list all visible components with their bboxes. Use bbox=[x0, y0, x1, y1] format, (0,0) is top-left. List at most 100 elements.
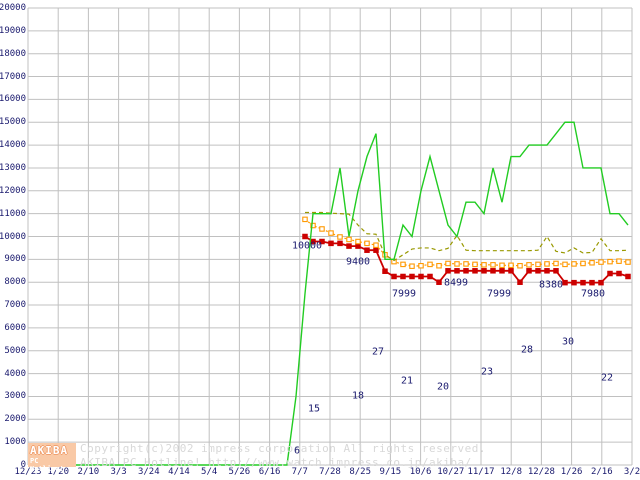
x-tick-label: 4/14 bbox=[168, 467, 190, 477]
akiba-logo: AKIBA PC Hotline! bbox=[28, 443, 76, 473]
marker-min-price bbox=[337, 240, 343, 247]
x-tick-label: 12/8 bbox=[500, 467, 523, 477]
x-tick-label: 5/26 bbox=[228, 467, 251, 477]
data-label-min-price: 7999 bbox=[486, 288, 512, 300]
marker-min-price bbox=[355, 243, 361, 249]
data-label-shop-count: 30 bbox=[561, 336, 575, 348]
y-tick-label: 16000 bbox=[0, 94, 26, 105]
x-tick-label: 3/3 bbox=[110, 467, 127, 477]
marker-avg-price bbox=[508, 262, 514, 269]
x-tick-label: 8/25 bbox=[349, 467, 372, 477]
data-label-shop-count: 15 bbox=[307, 403, 321, 415]
y-tick-label: 0 bbox=[20, 460, 26, 470]
data-label-min-price: 7980 bbox=[580, 288, 606, 300]
marker-avg-price bbox=[589, 260, 595, 266]
y-tick-label: 8000 bbox=[4, 277, 26, 288]
x-tick-label: 1/20 bbox=[47, 467, 70, 477]
marker-avg-price bbox=[418, 262, 424, 269]
x-tick-label: 3/24 bbox=[137, 467, 160, 477]
x-tick-label: 10/27 bbox=[437, 467, 465, 477]
marker-min-price bbox=[454, 268, 460, 274]
akiba-logo-title: AKIBA bbox=[30, 444, 69, 457]
x-tick-label: 10/6 bbox=[409, 467, 432, 477]
y-tick-label: 2000 bbox=[4, 414, 26, 425]
marker-avg-price bbox=[625, 259, 631, 265]
marker-min-price bbox=[319, 238, 325, 245]
marker-avg-price bbox=[571, 261, 577, 267]
y-tick-label: 13000 bbox=[0, 162, 26, 173]
marker-min-price bbox=[508, 268, 514, 274]
y-tick-label: 1000 bbox=[4, 437, 26, 448]
marker-avg-price bbox=[373, 242, 379, 248]
marker-avg-price bbox=[346, 236, 352, 243]
data-label-shop-count: 22 bbox=[600, 372, 614, 384]
marker-avg-price bbox=[310, 222, 316, 229]
marker-min-price bbox=[364, 247, 370, 253]
x-tick-label: 7/7 bbox=[291, 467, 308, 477]
marker-avg-price bbox=[616, 258, 622, 264]
marker-avg-price bbox=[337, 234, 343, 240]
marker-avg-price bbox=[436, 262, 442, 269]
data-label-shop-count: 21 bbox=[400, 375, 414, 387]
gridlines bbox=[27, 7, 633, 466]
x-tick-label: 12/23 bbox=[14, 467, 42, 477]
marker-avg-price bbox=[499, 262, 505, 269]
data-label-shop-count: 23 bbox=[480, 366, 494, 378]
marker-avg-price bbox=[328, 230, 334, 236]
marker-avg-price bbox=[427, 261, 433, 268]
marker-avg-price bbox=[481, 262, 487, 268]
marker-min-price bbox=[526, 268, 532, 274]
marker-avg-price bbox=[517, 262, 523, 269]
marker-min-price bbox=[589, 279, 595, 286]
data-label-shop-count: 6 bbox=[293, 445, 301, 457]
y-tick-label: 7000 bbox=[4, 300, 26, 311]
marker-avg-price bbox=[553, 260, 559, 267]
x-tick-label: 5/4 bbox=[201, 467, 218, 477]
marker-min-price bbox=[562, 279, 568, 286]
y-tick-label: 9000 bbox=[4, 254, 26, 265]
marker-min-price bbox=[616, 270, 622, 277]
marker-avg-price bbox=[463, 261, 469, 267]
y-tick-label: 5000 bbox=[4, 345, 26, 356]
series-max-price bbox=[305, 211, 629, 262]
marker-min-price bbox=[400, 273, 406, 280]
y-tick-label: 14000 bbox=[0, 140, 26, 151]
y-tick-label: 6000 bbox=[4, 322, 26, 333]
marker-min-price bbox=[302, 233, 308, 240]
marker-avg-price bbox=[319, 226, 325, 232]
data-label-min-price: 9400 bbox=[345, 256, 371, 268]
marker-avg-price bbox=[302, 216, 308, 223]
data-label-shop-count: 20 bbox=[436, 381, 450, 393]
akiba-logo-subtitle: PC Hotline! bbox=[30, 457, 64, 473]
x-tick-label: 2/10 bbox=[77, 467, 100, 477]
y-tick-label: 11000 bbox=[0, 208, 26, 219]
data-label-shop-count: 28 bbox=[520, 344, 534, 356]
marker-min-price bbox=[328, 240, 334, 247]
marker-avg-price bbox=[598, 259, 604, 265]
marker-min-price bbox=[472, 268, 478, 274]
x-tick-label: 9/15 bbox=[379, 467, 402, 477]
y-tick-label: 19000 bbox=[0, 25, 26, 36]
y-tick-label: 4000 bbox=[4, 368, 26, 379]
marker-min-price bbox=[580, 279, 586, 286]
marker-avg-price bbox=[562, 261, 568, 268]
marker-avg-price bbox=[454, 261, 460, 267]
data-label-shop-count: 18 bbox=[351, 390, 365, 402]
marker-min-price bbox=[535, 268, 541, 274]
marker-min-price bbox=[553, 268, 559, 274]
marker-avg-price bbox=[472, 261, 478, 268]
x-tick-label: 1/26 bbox=[560, 467, 583, 477]
marker-avg-price bbox=[580, 260, 586, 267]
x-tick-label: 7/28 bbox=[319, 467, 341, 477]
marker-min-price bbox=[373, 247, 379, 253]
y-tick-label: 3000 bbox=[4, 391, 26, 402]
x-tick-label: 6/16 bbox=[258, 467, 281, 477]
y-tick-label: 15000 bbox=[0, 117, 26, 128]
marker-min-price bbox=[598, 279, 604, 286]
marker-min-price bbox=[571, 279, 577, 286]
marker-avg-price bbox=[526, 262, 532, 268]
y-axis: 0 1000 2000 3000 4000 5000 6000 7000 8000 9000 100… bbox=[0, 0, 28, 480]
marker-min-price bbox=[391, 273, 397, 280]
marker-min-price bbox=[607, 270, 613, 277]
